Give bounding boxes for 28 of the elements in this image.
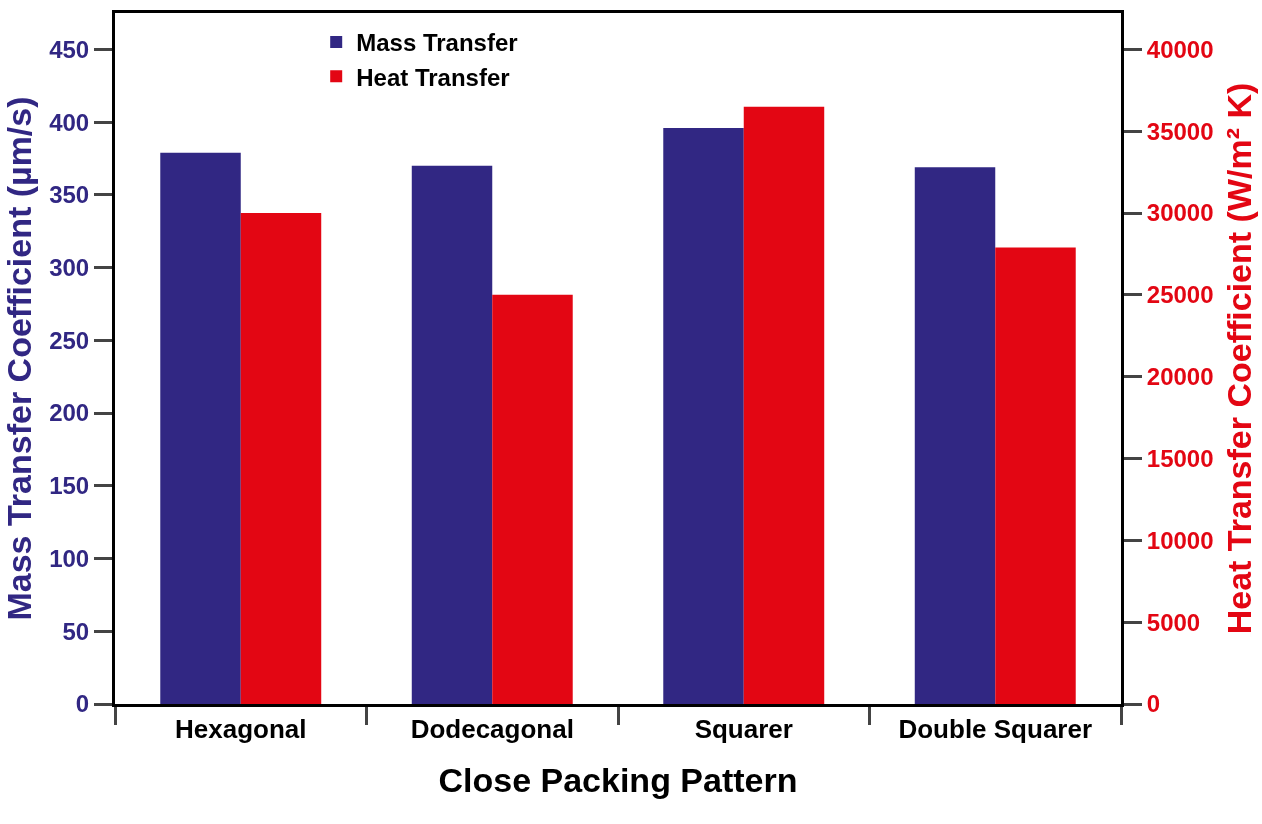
y2-tick-label: 35000: [1146, 117, 1214, 145]
y-tick-label: 350: [49, 181, 90, 209]
x-tick-label: Dodecagonal: [410, 714, 574, 745]
y-tick-label: 400: [49, 108, 90, 136]
x-tick-label: Squarer: [694, 714, 793, 745]
y2-tick-label: 10000: [1146, 526, 1214, 554]
y-tick-label: 200: [49, 399, 90, 427]
y-tick-label: 100: [49, 544, 90, 572]
y2-tick-label: 20000: [1146, 363, 1214, 391]
y-tick-label: 50: [62, 617, 90, 645]
y2-axis-title: Heat Transfer Coefficient (W/m² K): [1219, 82, 1258, 635]
y2-tick-label: 30000: [1146, 199, 1214, 227]
y2-tick-label: 0: [1146, 690, 1161, 718]
y2-tick-label: 40000: [1146, 35, 1214, 63]
y-axis-title: Mass Transfer Coefficient (µm/s): [0, 96, 38, 621]
legend-label: Mass Transfer: [356, 29, 518, 57]
legend-label: Heat Transfer: [356, 63, 510, 91]
y2-tick-label: 15000: [1146, 444, 1214, 472]
y-tick-label: 0: [75, 690, 90, 718]
x-tick-label: Double Squarer: [898, 714, 1093, 745]
y2-tick-label: 25000: [1146, 281, 1214, 309]
y-tick-label: 300: [49, 253, 90, 281]
y2-tick-label: 5000: [1146, 608, 1201, 636]
y-tick-label: 450: [49, 35, 90, 63]
y-tick-label: 150: [49, 472, 90, 500]
y-tick-label: 250: [49, 326, 90, 354]
x-axis-title: Close Packing Pattern: [438, 760, 798, 799]
x-tick-label: Hexagonal: [175, 714, 307, 745]
